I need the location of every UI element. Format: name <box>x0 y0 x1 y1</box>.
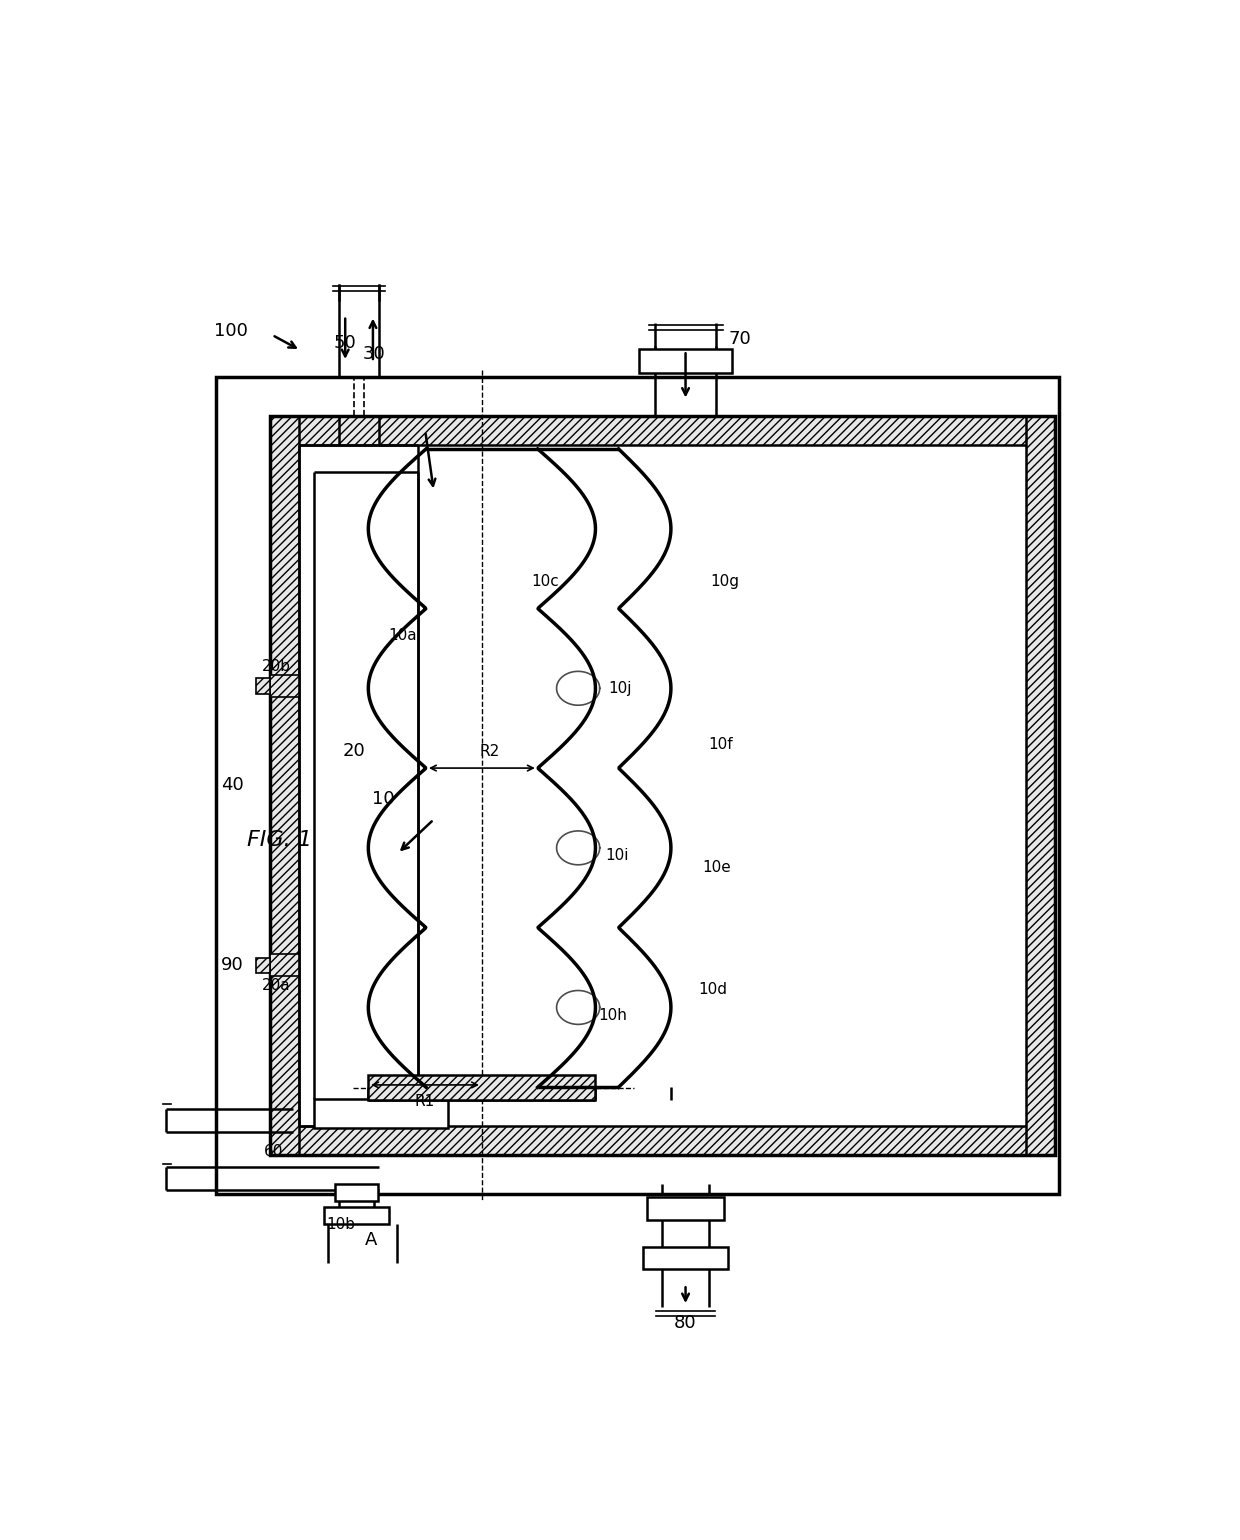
Text: FIG. 1: FIG. 1 <box>247 830 311 850</box>
Bar <box>270 1126 1055 1155</box>
Bar <box>1025 416 1055 1155</box>
Text: 10g: 10g <box>711 574 739 588</box>
Bar <box>270 416 1055 445</box>
Bar <box>270 676 299 698</box>
Bar <box>324 1207 389 1224</box>
Text: 10c: 10c <box>532 574 559 588</box>
Text: 10j: 10j <box>609 681 632 696</box>
Text: 10a: 10a <box>388 628 418 644</box>
Text: 30: 30 <box>363 345 386 363</box>
Bar <box>368 1075 595 1100</box>
Bar <box>216 377 1059 1194</box>
Bar <box>270 416 1055 1155</box>
Text: 10: 10 <box>372 790 396 808</box>
Bar <box>270 416 299 1155</box>
Bar <box>255 679 270 695</box>
Text: 40: 40 <box>221 776 244 795</box>
Bar <box>315 1100 448 1127</box>
Text: 70: 70 <box>728 330 751 348</box>
Text: A: A <box>366 1230 377 1249</box>
Text: 50: 50 <box>334 334 357 351</box>
Text: 20: 20 <box>343 742 366 761</box>
Text: 10f: 10f <box>708 738 733 752</box>
Text: 10e: 10e <box>703 859 732 875</box>
Bar <box>270 955 299 976</box>
Text: R1: R1 <box>415 1095 435 1109</box>
Bar <box>255 958 270 973</box>
Text: 10d: 10d <box>699 983 728 996</box>
Text: 60: 60 <box>264 1144 283 1158</box>
Bar <box>335 1184 377 1201</box>
Text: 100: 100 <box>215 322 248 340</box>
Text: 90: 90 <box>221 956 244 973</box>
Bar <box>647 1198 724 1220</box>
Text: 20a: 20a <box>262 978 290 993</box>
Text: 80: 80 <box>675 1314 697 1332</box>
Bar <box>640 348 732 373</box>
Text: 10b: 10b <box>326 1217 355 1232</box>
Text: 20b: 20b <box>262 659 290 673</box>
Text: 10i: 10i <box>605 849 629 862</box>
Text: R2: R2 <box>480 744 500 759</box>
Bar <box>644 1247 728 1269</box>
Text: 10h: 10h <box>599 1007 627 1023</box>
